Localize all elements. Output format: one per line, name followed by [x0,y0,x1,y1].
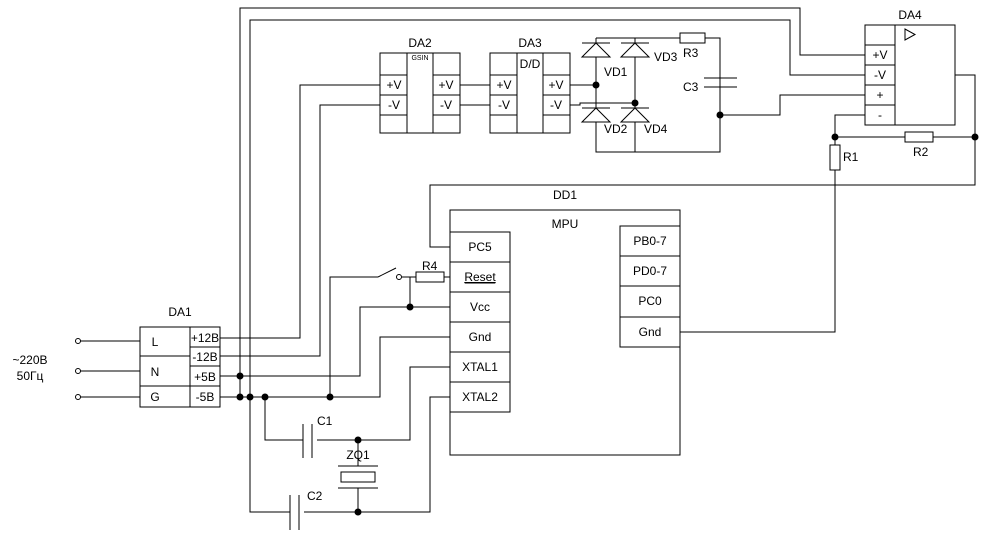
resistor-r2 [904,131,934,143]
da3-tag: D/D [520,57,541,71]
da4-amplifier: DA4 +V -V + - [864,8,956,126]
mpu-pin-pd0-7: PD0-7 [633,264,667,278]
vd2-label: VD2 [604,122,628,136]
mpu-pin-vcc: Vcc [470,300,490,314]
da3-out-plus: +V [548,78,563,92]
da2-label: DA2 [408,36,432,50]
capacitor-c1 [302,424,313,458]
da2-out-plus: +V [438,78,453,92]
mpu-pin-pb0-7: PB0-7 [633,234,667,248]
mpu-pin-xtal1: XTAL1 [462,360,498,374]
vd3-label: VD3 [654,50,678,64]
da4-pin-minusv: -V [874,68,886,82]
da3-in-minus: -V [498,98,510,112]
supply-voltage-label: ~220В [12,353,47,367]
capacitor-c2 [289,495,300,530]
da1-pin-minus5: -5В [196,390,215,404]
mpu-pin-gnd-right: Gnd [639,325,662,339]
da2-out-minus: -V [440,98,452,112]
da3-out-minus: -V [550,98,562,112]
wires [80,7,976,513]
junction-dots [236,81,979,516]
da2-in-plus: +V [386,78,401,92]
da1-pin-plus5: +5В [194,370,216,384]
da4-pin-plusv: +V [872,48,887,62]
mpu-chip: MPU PC5 Reset Vcc Gnd XTAL1 XTAL2 PB0-7 … [449,209,681,456]
da3-module: DA3 D/D +V -V +V -V [489,36,571,134]
da1-label: DA1 [168,305,192,319]
r3-label: R3 [683,46,699,60]
da4-label: DA4 [898,8,922,22]
da1-pin-minus12: -12В [192,350,217,364]
mains-terminals [75,338,81,400]
mpu-pin-xtal2: XTAL2 [462,390,498,404]
da1-pin-n: N [151,365,160,379]
da3-in-plus: +V [496,78,511,92]
da2-in-minus: -V [388,98,400,112]
mpu-pin-reset: Reset [464,270,496,284]
mpu-pin-pc5: PC5 [468,240,492,254]
crystal-zq1 [338,465,378,489]
da4-pin-plus: + [876,88,883,102]
vd4-label: VD4 [644,122,668,136]
resistor-r1 [829,144,841,171]
zq1-label: ZQ1 [346,448,370,462]
capacitor-c3 [704,77,737,88]
resistor-r3 [679,32,706,44]
diode-vd3 [619,42,651,58]
da1-pin-plus12: +12В [191,331,219,345]
resistor-r4 [415,271,445,283]
c1-label: C1 [317,414,333,428]
vd1-label: VD1 [604,65,628,79]
r2-label: R2 [913,145,929,159]
supply-frequency-label: 50Гц [17,369,44,383]
da3-label: DA3 [518,36,542,50]
da1-power-module: DA1 L N G +12В -12В +5В -5В [139,305,221,408]
opamp-triangle-icon [904,28,917,41]
da4-pin-minus: - [878,108,882,122]
da2-tag: GSIN [411,55,428,62]
mpu-pin-gnd: Gnd [469,330,492,344]
da2-module: DA2 GSIN +V -V +V -V [379,36,461,134]
r4-label: R4 [422,259,438,273]
diode-vd2 [580,107,612,123]
mpu-label: MPU [552,217,579,231]
diode-vd4 [619,107,651,123]
r1-label: R1 [843,150,859,164]
c3-label: C3 [683,80,699,94]
dd1-label: DD1 [553,188,577,202]
c2-label: C2 [307,489,323,503]
da1-pin-l: L [152,335,159,349]
reset-switch [377,267,402,280]
mpu-pin-pc0: PC0 [638,294,662,308]
diode-vd1 [580,42,612,58]
da1-pin-g: G [150,390,159,404]
